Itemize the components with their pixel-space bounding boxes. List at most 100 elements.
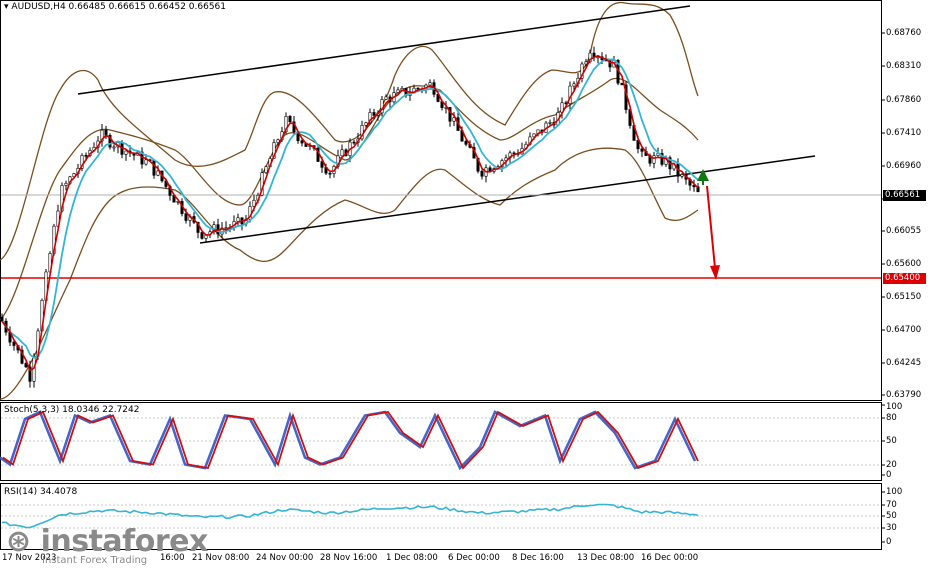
stoch-tick: 0 xyxy=(886,470,892,480)
candle-body xyxy=(84,155,88,157)
chart-header: ▾ AUDUSD,H4 0.66485 0.66615 0.66452 0.66… xyxy=(4,2,226,12)
candle-body xyxy=(12,341,16,346)
candle-body xyxy=(320,161,324,168)
rsi-tick: 50 xyxy=(886,511,897,521)
candle-body xyxy=(580,63,584,79)
channel-lower-line xyxy=(199,155,816,244)
arrow-up-icon xyxy=(697,169,709,185)
time-tick: 16:00 xyxy=(160,553,185,563)
ohlc-values: 0.66485 0.66615 0.66452 0.66561 xyxy=(68,2,226,12)
stoch-tick: 50 xyxy=(886,436,897,446)
time-tick: 8 Dec 16:00 xyxy=(512,553,564,563)
price-axis-ticks xyxy=(881,32,885,396)
triangle-down-icon: ▾ xyxy=(4,2,9,12)
candle-body xyxy=(264,166,268,174)
candle-body xyxy=(428,82,432,86)
candle-body xyxy=(532,133,536,138)
price-tick: 0.64700 xyxy=(886,325,922,335)
rsi-tick: 0 xyxy=(886,537,892,547)
candle-body xyxy=(64,182,68,186)
ma-fast-line xyxy=(1,54,699,372)
rsi-label: RSI(14) 34.4078 xyxy=(4,487,78,497)
stoch-signal-line xyxy=(2,410,699,470)
stoch-main-line xyxy=(0,410,697,471)
candle-body xyxy=(640,148,644,152)
candle-body xyxy=(448,107,452,122)
price-panel-frame xyxy=(0,0,882,401)
candle-body xyxy=(104,129,108,136)
time-tick: 21 Nov 08:00 xyxy=(192,553,250,563)
rsi-line xyxy=(1,503,699,529)
price-tick: 0.65600 xyxy=(886,259,922,269)
brand-logo: ⊛ instaforex Instant Forex Trading xyxy=(6,524,209,567)
logo-brand-text: instaforex xyxy=(40,524,209,559)
candle-body xyxy=(660,153,664,165)
candle-body xyxy=(224,227,228,229)
candle-body xyxy=(372,112,376,116)
candle-body xyxy=(156,170,160,176)
price-candles xyxy=(0,46,700,388)
time-tick: 16 Dec 00:00 xyxy=(641,553,699,563)
candle-body xyxy=(0,316,4,322)
candle-body xyxy=(652,155,656,164)
sub-axis-ticks xyxy=(881,404,885,543)
candle-body xyxy=(396,89,400,93)
candle-body xyxy=(364,122,368,126)
price-tick: 0.68310 xyxy=(886,61,922,71)
current-price-tag: 0.66561 xyxy=(883,190,926,201)
price-tick: 0.65150 xyxy=(886,292,922,302)
candle-body xyxy=(328,172,332,175)
time-tick: 28 Nov 16:00 xyxy=(320,553,378,563)
price-tick: 0.67860 xyxy=(886,95,922,105)
logo-icon: ⊛ xyxy=(6,524,31,559)
support-level-tag: 0.65400 xyxy=(883,273,926,284)
stoch-levels xyxy=(1,417,881,466)
stoch-tick: 20 xyxy=(886,460,897,470)
time-tick: 13 Dec 08:00 xyxy=(577,553,635,563)
symbol-label: AUDUSD,H4 xyxy=(11,2,66,12)
candle-body xyxy=(112,146,116,149)
candle-body xyxy=(368,112,372,124)
candle-body xyxy=(200,232,204,239)
candle-body xyxy=(144,159,148,165)
candle-body xyxy=(636,140,640,150)
candle-body xyxy=(124,150,128,155)
candle-body xyxy=(80,155,84,169)
arrow-down-icon xyxy=(706,185,720,280)
rsi-tick: 100 xyxy=(886,487,903,497)
candle-body xyxy=(480,170,484,177)
candle-body xyxy=(464,140,468,145)
candle-body xyxy=(184,213,188,221)
time-tick: 17 Nov 2023 xyxy=(2,553,57,563)
time-tick: 1 Dec 08:00 xyxy=(386,553,438,563)
rsi-tick: 70 xyxy=(886,500,897,510)
bollinger-lower xyxy=(0,147,699,400)
candle-body xyxy=(108,135,112,148)
stoch-tick: 80 xyxy=(886,413,897,423)
logo-tagline: Instant Forex Trading xyxy=(42,555,148,566)
candle-body xyxy=(340,149,344,157)
bollinger-middle xyxy=(0,77,699,321)
time-tick: 6 Dec 00:00 xyxy=(448,553,500,563)
time-tick: 24 Nov 00:00 xyxy=(256,553,314,563)
candle-body xyxy=(284,116,288,132)
candle-body xyxy=(680,174,684,177)
stoch-label: Stoch(5,3,3) 18.0346 22.7242 xyxy=(4,405,140,415)
candle-body xyxy=(588,52,592,63)
rsi-levels xyxy=(1,504,881,529)
candle-body xyxy=(276,139,280,143)
candle-body xyxy=(596,56,600,59)
candle-body xyxy=(300,140,304,144)
price-tick: 0.64245 xyxy=(886,358,922,368)
price-tick: 0.67410 xyxy=(886,128,922,138)
candle-body xyxy=(288,116,292,123)
candle-body xyxy=(28,366,32,382)
candle-body xyxy=(584,61,588,65)
price-tick: 0.66055 xyxy=(886,226,922,236)
candle-body xyxy=(548,122,552,124)
candle-body xyxy=(572,83,576,87)
price-tick: 0.63790 xyxy=(886,390,922,400)
candle-body xyxy=(352,141,356,144)
candle-body xyxy=(384,96,388,100)
